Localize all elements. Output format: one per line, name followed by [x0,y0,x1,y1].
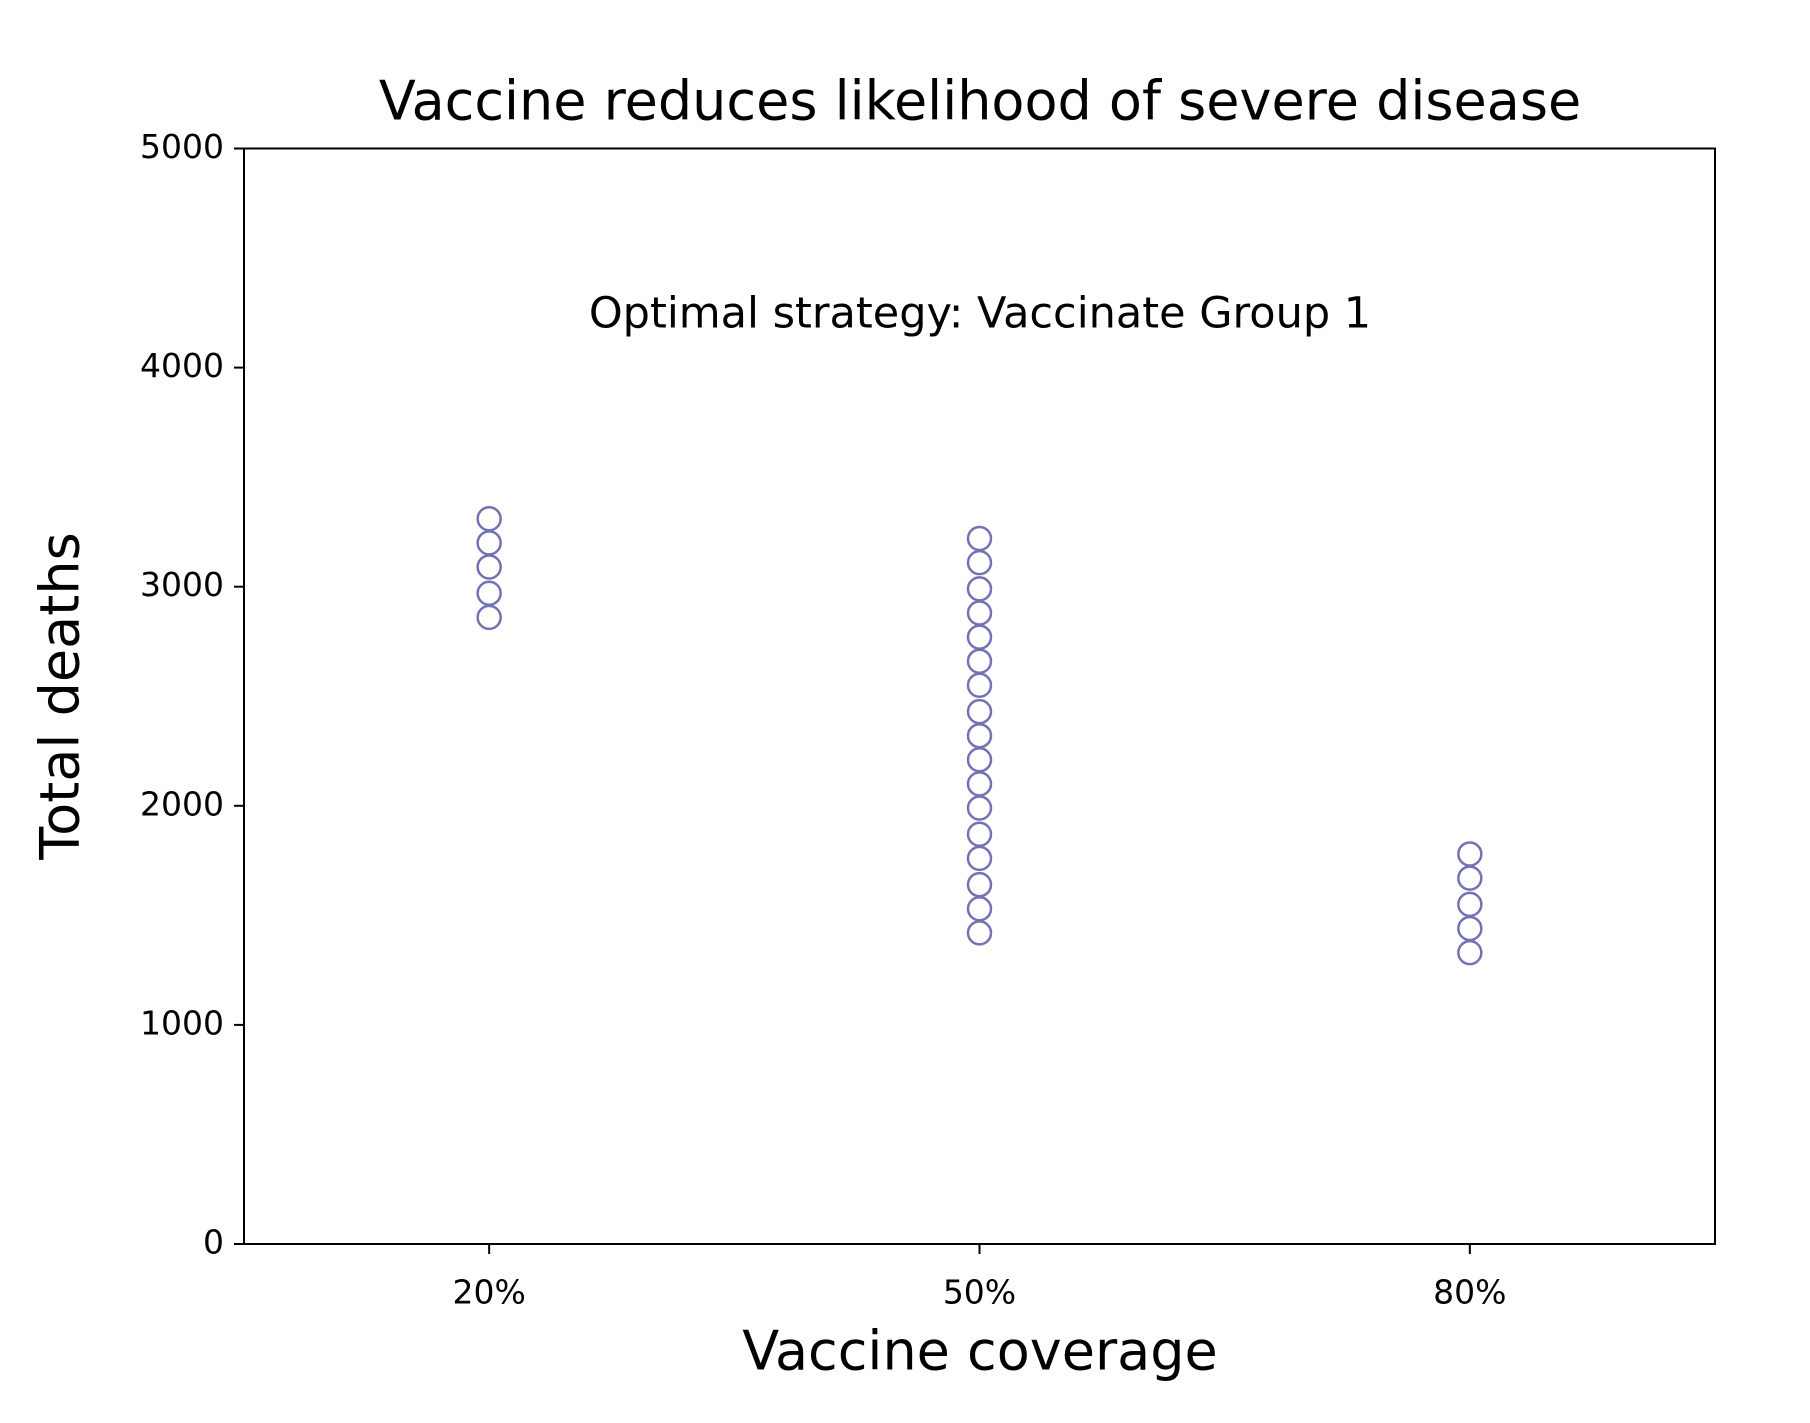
y-tick-label: 0 [203,1223,224,1262]
data-point [966,722,993,749]
data-point [966,920,993,946]
y-axis-label: Total deaths [29,532,92,860]
data-point [966,624,993,650]
data-point [966,648,993,674]
data-point [966,576,993,602]
y-tick-label: 5000 [140,127,224,166]
data-point [966,771,993,797]
data-point [966,871,993,898]
x-tick-label: 80% [1433,1273,1506,1312]
data-point [966,549,993,576]
x-tick-label: 20% [452,1273,525,1312]
data-point [966,821,993,848]
data-point [476,506,502,532]
data-point [1457,915,1483,942]
data-point [966,795,993,821]
data-point [1457,865,1483,891]
y-tick-label: 2000 [140,784,224,823]
data-point [966,896,993,922]
data-point [476,604,502,631]
data-point [1457,939,1483,966]
data-point [1457,891,1483,918]
data-point [966,698,993,725]
y-tick-label: 3000 [140,565,224,604]
data-point [476,554,502,580]
x-tick-label: 50% [943,1273,1016,1312]
y-tick-label: 4000 [140,346,224,385]
data-point [1457,841,1483,867]
data-point [966,600,993,626]
data-point [966,525,993,552]
data-point [966,672,993,699]
x-axis-label: Vaccine coverage [742,1320,1218,1383]
annotation: Optimal strategy: Vaccinate Group 1 [589,289,1371,339]
data-point [476,530,502,556]
chart-title: Vaccine reduces likelihood of severe dis… [379,70,1581,133]
data-point [966,747,993,773]
data-point [476,580,502,607]
y-tick-label: 1000 [140,1003,224,1042]
data-point [966,845,993,872]
